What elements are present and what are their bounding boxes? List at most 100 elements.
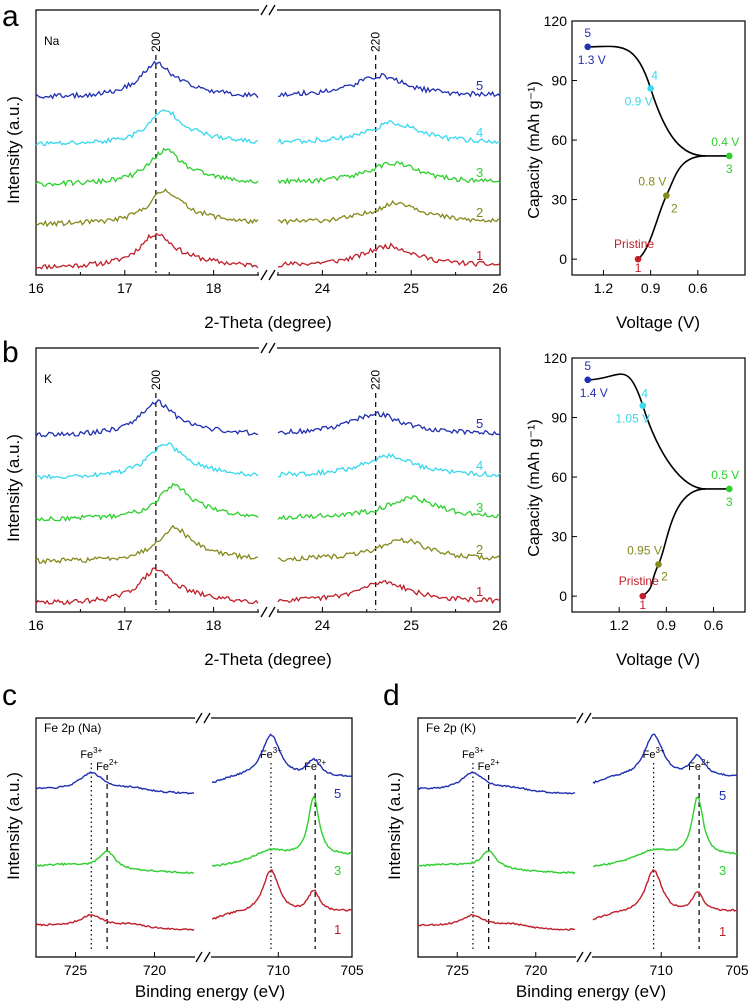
x-tick-label: 17 [117,617,133,633]
y-tick-label: 60 [551,132,567,148]
series-line [417,868,738,931]
series-label: 2 [476,205,483,220]
voltage-label: 0.95 V [627,543,662,557]
x-axis-label: 2-Theta (degree) [204,313,332,332]
x-tick-label: 26 [492,280,508,296]
series-line [35,567,501,606]
x-tick-label: 24 [315,280,331,296]
state-point [639,592,647,600]
series-label: 5 [476,78,483,93]
xrd-corner-label: K [44,372,52,386]
series-line [35,733,353,795]
series-label: 1 [476,584,483,599]
x-tick-label: 725 [64,962,88,978]
series-line [35,524,501,565]
axis-break-gap [259,346,277,350]
axis-break-gap [576,955,592,959]
voltage-label: 0.8 V [638,175,666,189]
x-tick-label: 1.2 [594,280,614,296]
x-tick-label: 0.6 [688,280,708,296]
voltage-label: 0.9 V [625,94,653,108]
panel-letter-b: b [2,336,19,369]
panel-letter-a: a [2,0,19,33]
axis-break-mark [260,342,276,354]
state-point [639,402,647,409]
reference-line-label: 220 [369,32,383,52]
y-tick-label: 120 [544,13,568,29]
y-axis-label: Capacity (mAh g⁻¹) [526,419,543,556]
y-tick-label: 60 [551,469,567,485]
xrd-panel-k: K 2-Theta (degree) Intensity (a.u.) 16 17… [4,342,508,669]
xrd-corner-label: Na [44,34,60,48]
y-axis-label: Intensity (a.u.) [385,772,404,880]
series-label: 3 [334,863,341,878]
series-label: 5 [719,788,726,803]
state-point [647,85,654,92]
voltage-label: 1.3 V [578,53,606,67]
voltage-label: 0.5 V [711,468,739,482]
state-number-label: 4 [641,387,648,401]
y-axis-label: Intensity (a.u.) [4,772,23,880]
y-tick-label: 30 [551,529,567,545]
series-line [35,482,501,523]
axis-break-gap [576,716,592,720]
axis-break-mark [576,712,592,724]
series-line [35,441,501,481]
axis-break-gap [259,273,277,277]
reference-line-label: Fe3+ [462,746,484,761]
x-tick-label: 16 [28,280,44,296]
series-line [35,109,501,147]
axis-break-mark [260,606,276,618]
series-label: 3 [476,500,483,515]
reference-line-label: 220 [369,370,383,390]
series-label: 3 [476,165,483,180]
x-tick-label: 25 [403,617,419,633]
y-tick-label: 0 [559,588,567,604]
state-point [725,485,733,493]
voltage-label: 1.4 V [580,386,608,400]
series-line [417,733,738,795]
series-label: 4 [476,458,483,473]
capacity-panel-k: Voltage (V) Capacity (mAh g⁻¹) 1.2 0.9 0.6… [526,350,746,669]
voltage-label: 1.05 V [615,412,650,426]
series-line [417,796,738,875]
x-axis-label: Voltage (V) [616,650,700,669]
axis-break-mark [576,951,592,963]
y-axis-label: Intensity (a.u.) [4,96,23,204]
series-label: 5 [334,786,341,801]
x-tick-label: 0.9 [641,280,661,296]
state-point [584,43,592,51]
y-tick-label: 120 [544,350,568,366]
axis-break-mark [260,4,276,16]
state-point [663,192,670,199]
axis-break-gap [259,8,277,12]
series-line [35,399,501,438]
plot-frame [571,20,746,276]
state-number-label: 1 [639,598,646,612]
xrd-panel-na: Na 2-Theta (degree) Intensity (a.u.) 16 1… [4,4,508,332]
state-number-label: 5 [584,359,591,373]
y-axis-label: Intensity (a.u.) [4,434,23,542]
series-label: 5 [476,416,483,431]
y-tick-label: 90 [551,73,567,89]
state-number-label: 3 [726,162,733,176]
x-tick-label: 720 [143,962,167,978]
x-tick-label: 0.6 [704,617,724,633]
y-axis-label: Capacity (mAh g⁻¹) [526,81,543,218]
state-name-label: Pristine [614,237,654,251]
x-tick-label: 0.9 [657,617,677,633]
discharge-curve [642,488,730,597]
series-line [35,868,353,932]
state-name-label: Pristine [619,574,659,588]
x-tick-label: 16 [28,617,44,633]
state-point [655,561,662,568]
series-label: 1 [334,922,341,937]
y-tick-label: 30 [551,192,567,208]
series-line [35,232,501,271]
state-number-label: 1 [635,261,642,275]
x-tick-label: 17 [117,280,133,296]
series-label: 3 [719,863,726,878]
voltage-label: 0.4 V [711,135,739,149]
series-label: 1 [719,924,726,939]
